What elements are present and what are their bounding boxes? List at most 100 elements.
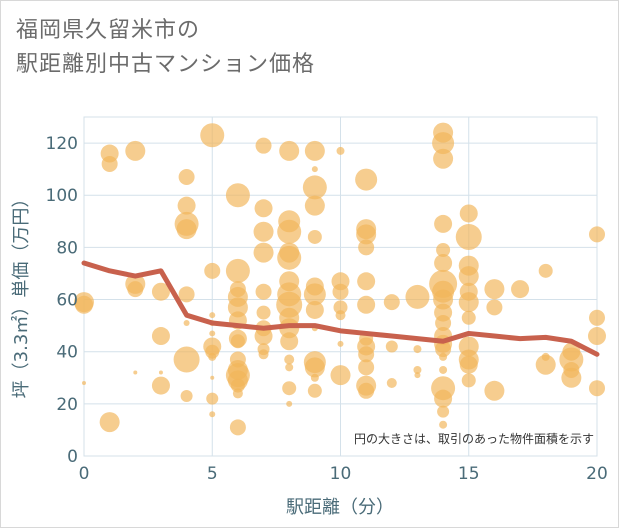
data-point-145 — [484, 380, 505, 401]
title-line-1: 福岡県久留米市の — [16, 18, 201, 43]
data-point-109 — [413, 345, 422, 354]
x-axis-ticks: 0 5 10 15 20 — [79, 464, 608, 484]
data-point-30 — [210, 375, 215, 380]
plot-area — [83, 116, 598, 457]
data-point-154 — [589, 226, 605, 243]
data-point-116 — [436, 242, 451, 257]
data-point-91 — [330, 365, 351, 386]
data-point-69 — [284, 354, 295, 365]
y-tick-label-2: 40 — [56, 343, 78, 363]
data-point-142 — [461, 373, 476, 388]
y-tick-label-6: 120 — [46, 134, 78, 154]
data-point-4 — [101, 155, 118, 172]
data-point-131 — [439, 420, 448, 429]
data-point-126 — [439, 352, 448, 361]
data-point-62 — [277, 245, 302, 270]
data-point-34 — [225, 258, 250, 283]
y-tick-label-3: 60 — [56, 291, 78, 311]
data-point-132 — [459, 204, 478, 223]
data-point-58 — [279, 140, 300, 161]
data-point-15 — [177, 196, 196, 215]
data-point-22 — [200, 123, 225, 148]
data-point-13 — [158, 370, 163, 375]
data-point-127 — [439, 365, 448, 374]
data-point-83 — [304, 357, 325, 378]
data-point-53 — [256, 305, 271, 320]
data-point-17 — [176, 219, 197, 240]
data-point-52 — [255, 283, 272, 300]
x-tick-label-2: 10 — [330, 464, 352, 484]
data-point-137 — [458, 292, 479, 313]
data-point-147 — [538, 263, 553, 278]
y-tick-label-1: 20 — [56, 395, 78, 415]
x-tick-label-0: 0 — [79, 464, 90, 484]
data-point-55 — [254, 327, 273, 346]
data-point-101 — [358, 346, 375, 363]
data-point-90 — [335, 310, 346, 321]
data-point-70 — [285, 363, 294, 372]
data-point-114 — [432, 132, 455, 155]
data-point-108 — [405, 284, 430, 309]
x-tick-label-4: 20 — [586, 464, 608, 484]
data-point-138 — [461, 310, 476, 325]
data-point-33 — [225, 183, 250, 208]
average-price-line — [81, 260, 600, 357]
data-point-73 — [304, 140, 325, 161]
data-point-113 — [433, 148, 454, 169]
data-point-6 — [125, 140, 146, 161]
data-point-106 — [385, 340, 398, 353]
size-note: 円の大きさは、取引のあった物件面積を示す — [354, 431, 594, 446]
data-point-95 — [356, 224, 377, 245]
data-point-130 — [437, 405, 450, 418]
data-point-5 — [99, 412, 120, 433]
data-point-98 — [357, 295, 376, 314]
data-point-79 — [303, 283, 326, 306]
bubble-series — [74, 122, 606, 436]
data-point-20 — [173, 346, 200, 373]
data-point-115 — [434, 214, 453, 233]
data-point-149 — [535, 354, 556, 375]
data-point-88 — [332, 283, 349, 300]
data-point-48 — [255, 137, 272, 154]
data-point-60 — [277, 219, 302, 244]
x-tick-label-3: 15 — [458, 464, 480, 484]
data-point-97 — [357, 272, 376, 291]
data-point-37 — [227, 297, 248, 318]
data-point-1 — [75, 295, 93, 314]
data-point-68 — [280, 332, 299, 351]
data-point-93 — [355, 168, 378, 191]
data-point-26 — [209, 330, 216, 337]
data-point-155 — [589, 309, 605, 326]
data-point-111 — [414, 372, 421, 379]
data-point-125 — [435, 341, 452, 358]
y-axis-ticks: 0 20 40 60 80 100 120 — [46, 134, 78, 467]
data-point-102 — [358, 359, 375, 376]
x-tick-label-1: 5 — [207, 464, 218, 484]
data-point-24 — [209, 312, 216, 319]
data-point-120 — [433, 289, 454, 310]
data-point-32 — [209, 411, 216, 418]
data-point-12 — [151, 376, 170, 395]
data-point-10 — [151, 282, 170, 301]
data-point-74 — [311, 166, 318, 173]
data-point-11 — [151, 327, 170, 346]
data-point-51 — [253, 242, 274, 263]
data-point-144 — [486, 299, 503, 316]
data-point-21 — [180, 390, 193, 403]
data-point-50 — [253, 221, 274, 242]
title-line-2: 駅距離別中古マンション価格 — [16, 52, 316, 77]
data-point-40 — [230, 334, 245, 349]
data-point-89 — [333, 300, 348, 315]
data-point-122 — [435, 315, 452, 332]
data-point-45 — [230, 378, 245, 393]
data-point-110 — [413, 365, 422, 374]
x-axis-title: 駅距離（分） — [286, 497, 394, 518]
data-point-76 — [304, 195, 325, 216]
y-axis-title: 坪（3.3㎡）単価（万円） — [10, 190, 32, 399]
data-point-14 — [178, 168, 195, 185]
data-point-129 — [434, 389, 453, 408]
data-point-71 — [282, 381, 297, 396]
data-point-156 — [588, 327, 606, 346]
data-point-133 — [455, 223, 482, 250]
